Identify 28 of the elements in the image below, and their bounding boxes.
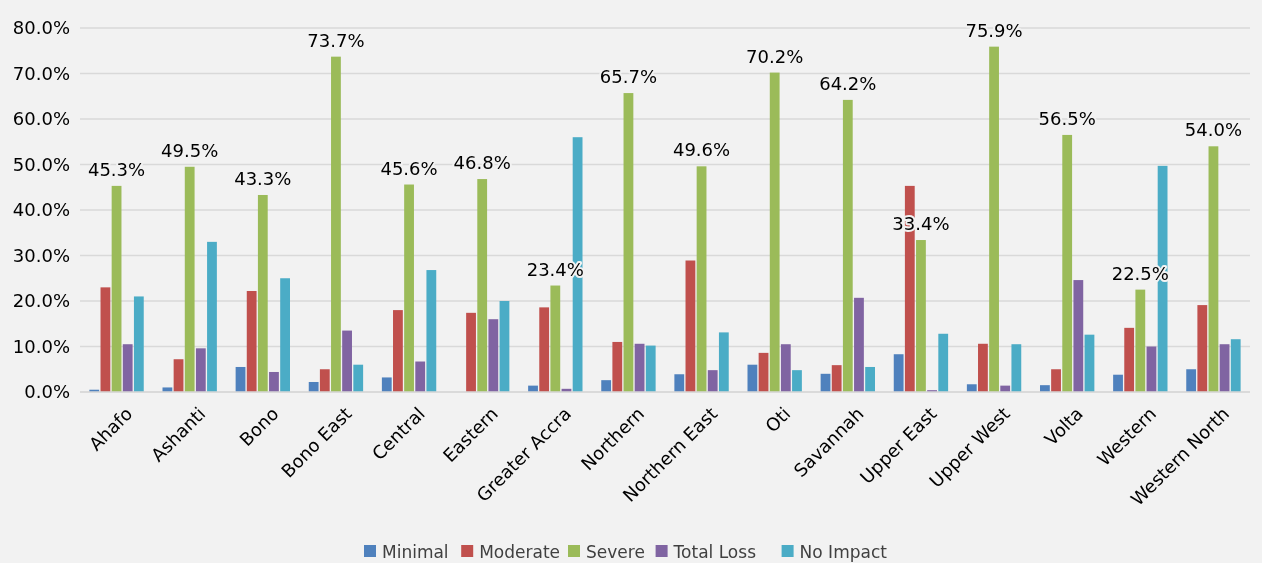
data-label: 64.2%	[819, 72, 877, 94]
data-label: 70.2%	[746, 45, 804, 67]
y-tick-label: 40.0%	[12, 199, 70, 221]
y-tick-label: 30.0%	[12, 244, 70, 266]
legend-label: Minimal	[382, 541, 449, 562]
data-label: 49.5%	[161, 139, 219, 161]
y-tick-label: 50.0%	[12, 153, 70, 175]
data-label: 43.3%	[234, 167, 292, 189]
legend-label: Total Loss	[672, 541, 757, 562]
y-tick-label: 60.0%	[12, 108, 70, 130]
data-label: 49.6%	[672, 139, 731, 161]
data-label: 73.7%	[307, 29, 365, 51]
y-tick-label: 20.0%	[12, 290, 70, 312]
data-label: 75.9%	[965, 19, 1023, 41]
data-label: 45.6%	[380, 157, 438, 179]
y-tick-label: 80.0%	[12, 17, 70, 39]
data-label: 45.3%	[87, 158, 146, 180]
legend-label: No Impact	[799, 541, 888, 562]
y-tick-label: 70.0%	[12, 62, 70, 84]
data-label: 46.8%	[453, 152, 511, 174]
y-tick-label: 10.0%	[12, 335, 70, 357]
legend-label: Moderate	[479, 541, 561, 562]
data-label: 54.0%	[1184, 119, 1243, 141]
x-tick-label: Oti	[761, 402, 795, 437]
data-label: 65.7%	[599, 66, 658, 88]
data-label: 56.5%	[1038, 107, 1096, 129]
legend-label: Severe	[586, 541, 645, 562]
y-tick-label: 0.0%	[24, 381, 70, 403]
